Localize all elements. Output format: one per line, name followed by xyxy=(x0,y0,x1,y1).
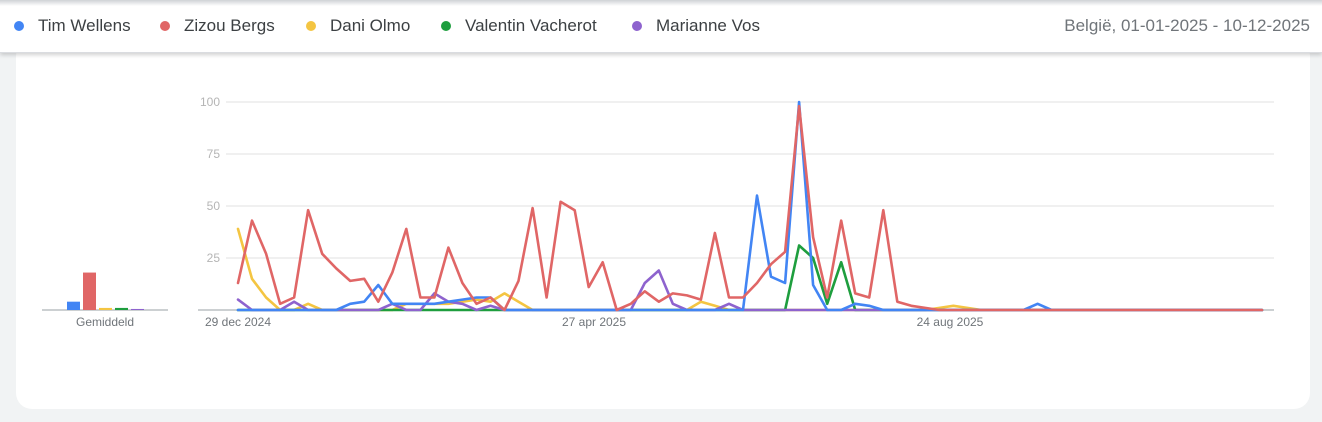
y-tick-label: 75 xyxy=(207,147,221,161)
average-label: Gemiddeld xyxy=(76,315,134,329)
legend-label: Zizou Bergs xyxy=(184,16,275,35)
legend-item-dani-olmo[interactable]: Dani Olmo xyxy=(306,15,410,37)
average-bar-dani-olmo[interactable] xyxy=(99,307,112,310)
legend-label: Marianne Vos xyxy=(656,16,760,35)
average-bar-valentin-vacherot[interactable] xyxy=(115,307,128,310)
compare-header: Tim Wellens Zizou Bergs Dani Olmo Valentin … xyxy=(0,0,1322,53)
average-bar-tim-wellens[interactable] xyxy=(67,301,80,310)
average-bar-marianne-vos[interactable] xyxy=(131,308,144,310)
header-shadow xyxy=(0,0,1322,6)
legend-label: Valentin Vacherot xyxy=(465,16,597,35)
y-tick-label: 25 xyxy=(207,251,221,265)
x-tick-label: 24 aug 2025 xyxy=(917,315,984,329)
y-tick-label: 50 xyxy=(207,199,221,213)
legend-label: Tim Wellens xyxy=(38,16,131,35)
x-tick-label: 27 apr 2025 xyxy=(562,315,626,329)
x-tick-label: 29 dec 2024 xyxy=(205,315,271,329)
region-date-range[interactable]: België, 01-01-2025 - 10-12-2025 xyxy=(1064,16,1310,35)
legend-item-tim-wellens[interactable]: Tim Wellens xyxy=(14,15,131,37)
legend-item-zizou-bergs[interactable]: Zizou Bergs xyxy=(160,15,275,37)
legend-dot xyxy=(441,21,451,31)
legend-item-marianne-vos[interactable]: Marianne Vos xyxy=(632,15,760,37)
legend-label: Dani Olmo xyxy=(330,16,411,35)
legend-dot xyxy=(14,21,24,31)
legend-dot xyxy=(632,21,642,31)
legend-item-valentin-vacherot[interactable]: Valentin Vacherot xyxy=(441,15,597,37)
legend-dot xyxy=(306,21,316,31)
series-line-dani-olmo[interactable] xyxy=(236,227,1264,312)
average-bar-zizou-bergs[interactable] xyxy=(83,272,96,310)
legend-dot xyxy=(160,21,170,31)
series-line-zizou-bergs[interactable] xyxy=(236,104,1264,312)
y-tick-label: 100 xyxy=(200,95,220,109)
